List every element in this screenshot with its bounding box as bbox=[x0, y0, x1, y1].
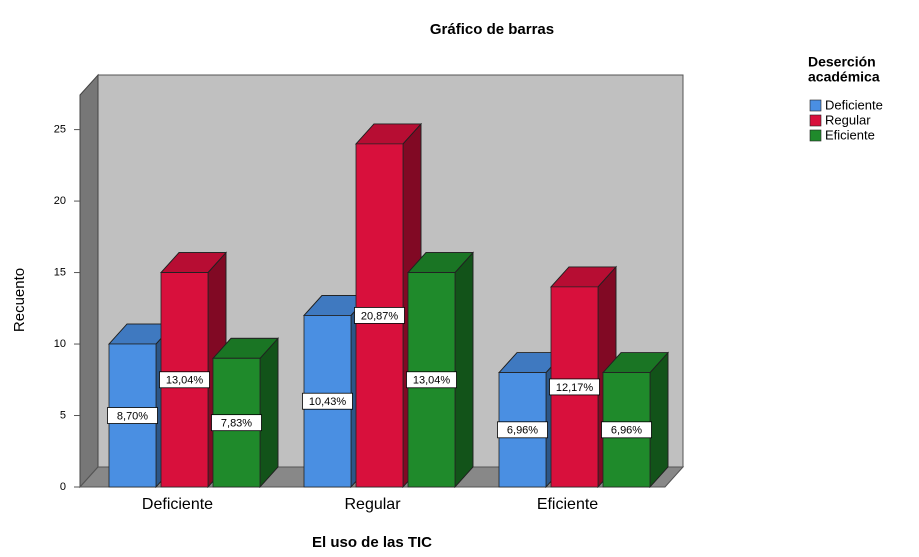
bar-side-shade bbox=[649, 351, 669, 489]
x-tick-label: Deficiente bbox=[142, 496, 213, 513]
data-label: 6,96% bbox=[611, 425, 642, 437]
data-label-box bbox=[107, 407, 158, 424]
data-label: 13,04% bbox=[413, 375, 451, 387]
bar bbox=[407, 251, 474, 489]
chart-title: Gráfico de barras bbox=[430, 21, 554, 38]
legend-label: Eficiente bbox=[825, 127, 875, 142]
bar-side-shade bbox=[259, 337, 279, 489]
data-label-box bbox=[302, 392, 353, 410]
bar bbox=[602, 351, 669, 489]
data-label: 6,96% bbox=[507, 425, 538, 437]
y-tick-label: 15 bbox=[54, 266, 66, 278]
side-wall bbox=[79, 73, 99, 489]
data-label-box bbox=[159, 371, 210, 389]
data-label-box bbox=[211, 414, 262, 432]
legend-swatch bbox=[809, 129, 822, 142]
data-label: 10,43% bbox=[309, 396, 347, 408]
y-tick-label: 10 bbox=[54, 338, 66, 350]
legend-title: Deserción bbox=[808, 54, 876, 70]
y-tick-label: 20 bbox=[54, 195, 66, 207]
legend-title: académica bbox=[808, 69, 880, 85]
y-tick-label: 5 bbox=[60, 409, 66, 421]
legend-label: Regular bbox=[825, 112, 871, 127]
data-label-box bbox=[601, 421, 652, 439]
x-axis-title: El uso de las TIC bbox=[312, 534, 432, 551]
legend-swatch bbox=[809, 99, 822, 112]
data-label: 8,70% bbox=[117, 410, 148, 422]
legend-swatch bbox=[809, 114, 822, 127]
data-label: 7,83% bbox=[221, 418, 252, 430]
x-tick-label: Eficiente bbox=[537, 496, 598, 513]
x-tick-label: Regular bbox=[344, 496, 401, 513]
data-label-box bbox=[406, 371, 457, 389]
data-label-box bbox=[354, 307, 405, 324]
data-label: 13,04% bbox=[166, 375, 204, 387]
y-axis-title: Recuento bbox=[11, 268, 28, 332]
y-tick-label: 25 bbox=[54, 123, 66, 135]
data-label: 12,17% bbox=[556, 382, 594, 394]
bar bbox=[212, 337, 279, 489]
y-tick-label: 0 bbox=[60, 481, 66, 493]
bar-side-shade bbox=[454, 251, 474, 489]
data-label-box bbox=[549, 378, 600, 396]
data-label-box bbox=[497, 421, 548, 439]
legend-label: Deficiente bbox=[825, 97, 883, 112]
data-label: 20,87% bbox=[361, 310, 399, 322]
